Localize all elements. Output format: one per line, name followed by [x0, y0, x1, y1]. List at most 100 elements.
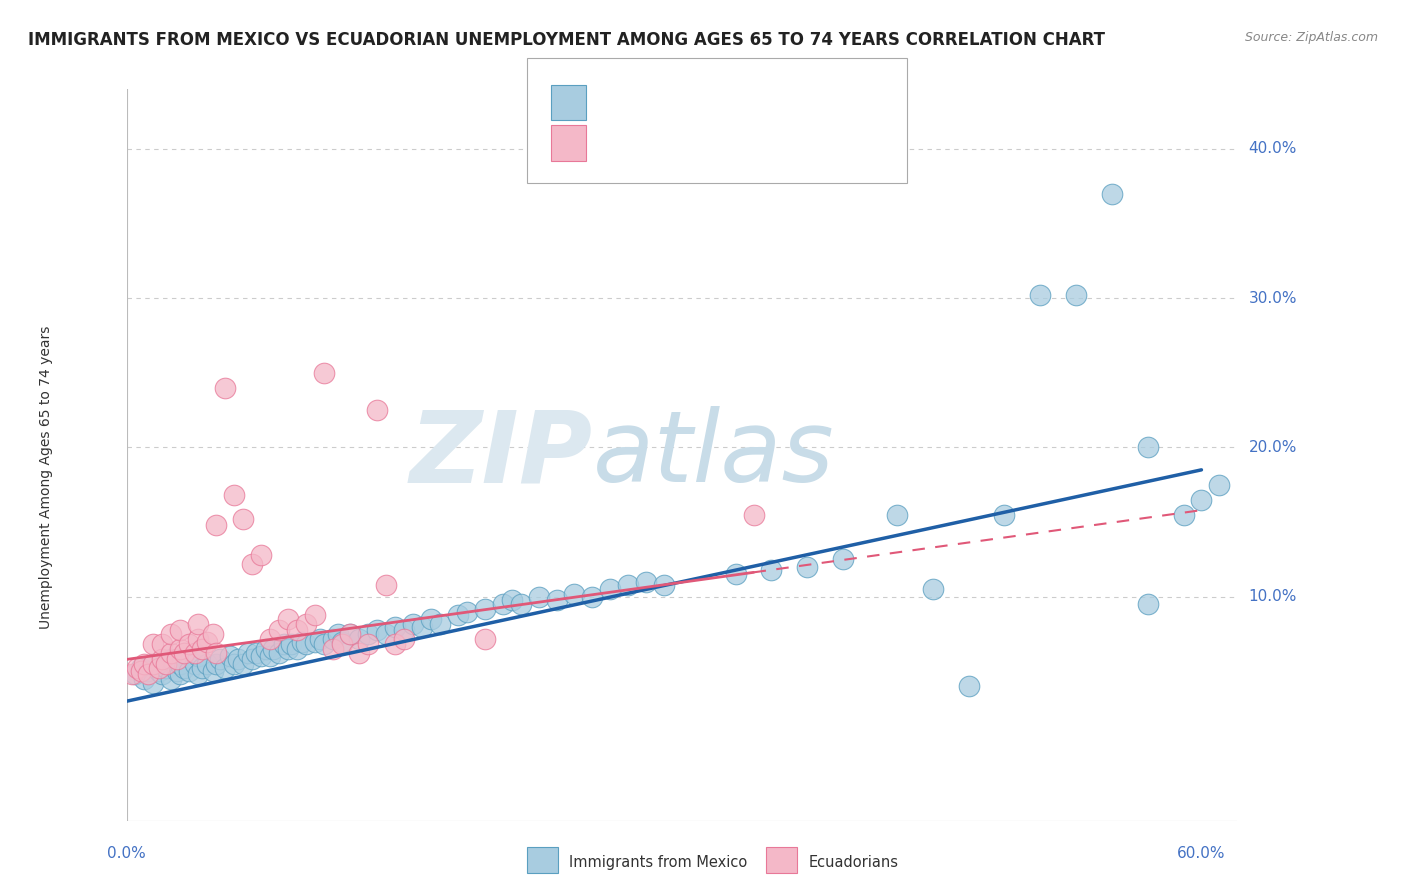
Point	[957, 679, 980, 693]
Text: atlas: atlas	[593, 407, 835, 503]
Point	[357, 638, 380, 652]
Point	[142, 657, 165, 671]
Point	[724, 567, 747, 582]
Point	[142, 638, 165, 652]
Point	[166, 665, 188, 679]
Point	[309, 632, 332, 646]
Point	[205, 657, 228, 671]
Text: 40.0%: 40.0%	[1249, 142, 1296, 156]
Point	[150, 638, 173, 652]
Point	[226, 652, 249, 666]
Point	[267, 647, 290, 661]
Point	[169, 642, 191, 657]
Point	[142, 657, 165, 671]
Text: 20.0%: 20.0%	[1249, 440, 1296, 455]
Point	[187, 667, 209, 681]
Point	[294, 616, 316, 631]
Point	[169, 657, 191, 671]
Point	[129, 661, 152, 675]
Point	[134, 672, 156, 686]
Point	[1101, 186, 1123, 201]
Text: Unemployment Among Ages 65 to 74 years: Unemployment Among Ages 65 to 74 years	[39, 326, 53, 629]
Point	[201, 665, 224, 679]
Point	[214, 661, 236, 675]
Point	[195, 634, 218, 648]
Point	[254, 642, 277, 657]
Point	[375, 627, 398, 641]
Point	[456, 605, 478, 619]
Point	[205, 647, 228, 661]
Text: 49: 49	[748, 136, 769, 150]
Point	[277, 642, 299, 657]
Point	[357, 627, 380, 641]
Point	[134, 657, 156, 671]
Point	[326, 627, 349, 641]
Point	[169, 667, 191, 681]
Text: Immigrants from Mexico: Immigrants from Mexico	[569, 855, 748, 870]
Text: 30.0%: 30.0%	[1249, 291, 1296, 306]
Point	[832, 552, 855, 566]
Point	[993, 508, 1015, 522]
Point	[142, 676, 165, 690]
Point	[187, 632, 209, 646]
Point	[250, 548, 273, 562]
Point	[304, 634, 326, 648]
Text: R =: R =	[600, 136, 634, 150]
Point	[384, 638, 406, 652]
Point	[129, 665, 152, 679]
Point	[205, 518, 228, 533]
Text: ZIP: ZIP	[411, 407, 593, 503]
Text: N =: N =	[706, 95, 740, 110]
Point	[366, 403, 388, 417]
Point	[509, 597, 531, 611]
Point	[312, 366, 335, 380]
Point	[155, 657, 177, 671]
Point	[214, 381, 236, 395]
Point	[160, 652, 183, 666]
Point	[599, 582, 621, 597]
Point	[474, 601, 496, 615]
Point	[375, 578, 398, 592]
Point	[232, 512, 254, 526]
Point	[322, 632, 344, 646]
Point	[339, 627, 361, 641]
Point	[285, 623, 308, 637]
Point	[222, 488, 245, 502]
Point	[1136, 441, 1159, 455]
Point	[304, 607, 326, 622]
Point	[250, 649, 273, 664]
Point	[402, 616, 425, 631]
Point	[312, 638, 335, 652]
Point	[349, 632, 371, 646]
Point	[1029, 288, 1052, 302]
Point	[1191, 492, 1213, 507]
Point	[136, 665, 159, 679]
Point	[150, 667, 173, 681]
Point	[191, 642, 214, 657]
Point	[232, 657, 254, 671]
Point	[219, 649, 242, 664]
Point	[761, 563, 783, 577]
Point	[238, 647, 260, 661]
Point	[384, 619, 406, 633]
Point	[121, 667, 143, 681]
Point	[1208, 477, 1230, 491]
Point	[921, 582, 943, 597]
Point	[240, 557, 263, 571]
Point	[394, 623, 416, 637]
Point	[208, 652, 231, 666]
Point	[617, 578, 640, 592]
Point	[166, 652, 188, 666]
Point	[280, 638, 302, 652]
Point	[148, 665, 170, 679]
Point	[179, 638, 201, 652]
Text: Source: ZipAtlas.com: Source: ZipAtlas.com	[1244, 31, 1378, 45]
Point	[148, 661, 170, 675]
Point	[273, 638, 295, 652]
Point	[1064, 288, 1087, 302]
Point	[742, 508, 765, 522]
Text: 0.240: 0.240	[643, 136, 690, 150]
Point	[474, 632, 496, 646]
Text: R =: R =	[600, 95, 634, 110]
Point	[187, 649, 209, 664]
